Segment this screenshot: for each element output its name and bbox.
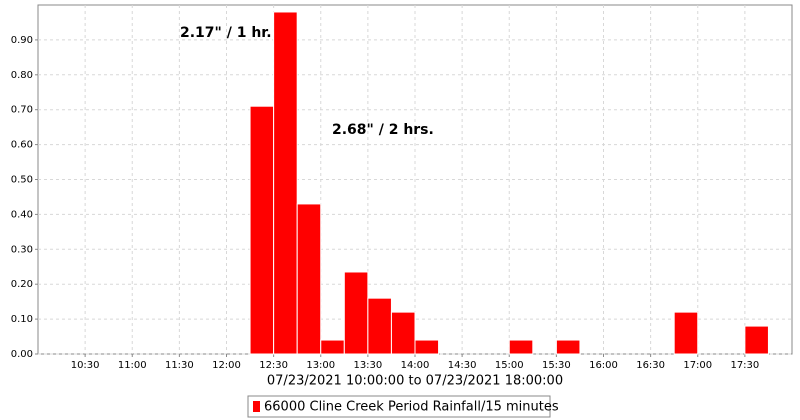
x-tick-label: 16:30 <box>636 360 665 371</box>
bar <box>367 297 392 355</box>
bar <box>390 311 416 355</box>
x-tick-label: 15:30 <box>542 360 571 371</box>
y-tick-label: 0.40 <box>11 209 33 220</box>
x-tick-label: 11:30 <box>165 360 194 371</box>
legend-label: 66000 Cline Creek Period Rainfall/15 min… <box>264 400 559 415</box>
legend-box <box>247 395 551 418</box>
annotation: 2.68" / 2 hrs. <box>332 122 434 138</box>
x-tick-label: 11:00 <box>118 360 147 371</box>
bar <box>273 11 298 355</box>
legend-swatch <box>253 401 260 412</box>
x-tick-label: 14:00 <box>401 360 430 371</box>
bar <box>555 339 581 355</box>
x-axis-label: 07/23/2021 10:00:00 to 07/23/2021 18:00:… <box>267 374 563 389</box>
annotation: 2.17" / 1 hr. <box>180 25 272 41</box>
bar <box>249 105 275 355</box>
x-tick-label: 12:00 <box>212 360 241 371</box>
y-tick-label: 0.70 <box>11 105 33 116</box>
x-tick-label: 15:00 <box>495 360 524 371</box>
x-tick-label: 17:00 <box>683 360 712 371</box>
x-tick-label: 13:00 <box>306 360 335 371</box>
y-tick-label: 0.20 <box>11 279 33 290</box>
x-tick-label: 16:00 <box>589 360 618 371</box>
bar <box>508 339 534 355</box>
y-tick-label: 0.30 <box>11 244 33 255</box>
y-tick-label: 0.60 <box>11 140 33 151</box>
y-tick-label: 0.50 <box>11 175 33 186</box>
x-tick-label: 12:30 <box>259 360 288 371</box>
bar <box>320 339 345 355</box>
x-tick-label: 14:30 <box>448 360 477 371</box>
x-tick-label: 10:30 <box>71 360 100 371</box>
y-tick-label: 0.80 <box>11 70 33 81</box>
y-tick-label: 0.00 <box>11 349 33 360</box>
y-tick-label: 0.10 <box>11 314 33 325</box>
y-tick-label: 0.90 <box>11 35 33 46</box>
bar <box>343 271 369 355</box>
bar <box>744 325 769 355</box>
bar <box>414 339 440 355</box>
bar <box>673 311 699 355</box>
bar <box>296 203 322 355</box>
x-tick-label: 17:30 <box>730 360 759 371</box>
x-tick-label: 13:30 <box>353 360 382 371</box>
